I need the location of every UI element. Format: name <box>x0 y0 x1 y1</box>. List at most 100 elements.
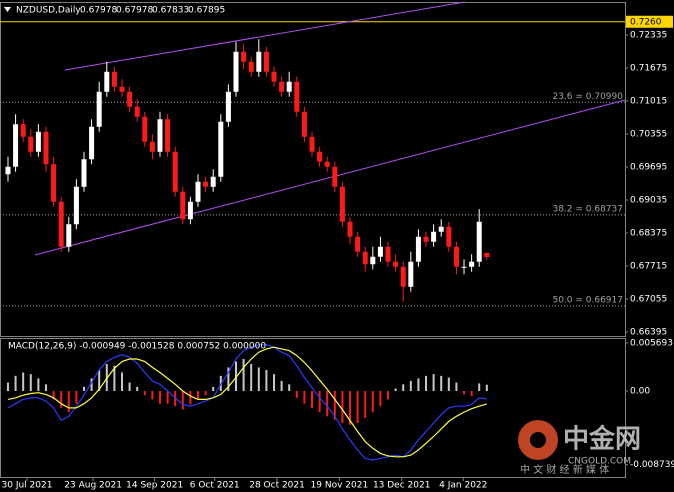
macd-panel: 0.005693 0.00 -0.008739 <box>6 339 674 470</box>
header-value: 0.67833 <box>152 6 189 16</box>
macd-histogram-bar <box>181 391 184 410</box>
candle-body <box>66 224 72 247</box>
candle-body <box>400 266 406 287</box>
macd-histogram-bar <box>22 372 25 392</box>
candle-body <box>210 176 216 187</box>
y-tick-label: 0.67715 <box>630 262 667 272</box>
macd-histogram-bar <box>82 386 85 392</box>
y-tick-label: 0.67055 <box>630 295 667 305</box>
macd-histogram-bar <box>44 384 47 392</box>
watermark-tagline: 中 文 财 经 新 媒 体 <box>520 463 609 476</box>
candle-body <box>271 71 277 82</box>
macd-histogram-bar <box>387 391 390 400</box>
trendline <box>64 1 465 71</box>
macd-histogram-bar <box>250 364 253 392</box>
fib-label: 38.2 = 0.68737 <box>552 204 623 214</box>
x-tick-label: 28 Oct 2021 <box>249 481 305 491</box>
candle-body <box>393 261 399 267</box>
watermark-logo-hole <box>530 432 546 448</box>
macd-histogram-bar <box>189 391 192 405</box>
macd-histogram-bar <box>166 391 169 404</box>
y-tick-label: 0.71015 <box>630 97 667 107</box>
macd-histogram-bar <box>409 380 412 392</box>
candle-body <box>469 261 475 267</box>
candle-body <box>446 226 452 247</box>
candle-body <box>484 252 490 257</box>
macd-histogram-bar <box>485 384 488 392</box>
macd-histogram-bar <box>98 369 101 392</box>
candle-body <box>263 51 269 72</box>
macd-histogram-bar <box>37 378 40 392</box>
candle-body <box>149 141 155 152</box>
y-tick-label: 0.66395 <box>630 328 667 338</box>
candle-body <box>73 186 79 225</box>
symbol-header: NZDUSD,Daily <box>16 6 81 16</box>
header-value: 0.67895 <box>188 6 225 16</box>
candle-body <box>28 136 34 152</box>
candle-body <box>248 61 254 72</box>
candle-body <box>431 231 437 242</box>
fib-label: 50.0 = 0.66917 <box>552 295 623 305</box>
macd-histogram-bar <box>318 391 321 413</box>
macd-histogram-bar <box>341 391 344 424</box>
macd-histogram-bar <box>447 377 450 392</box>
candle-body <box>301 111 307 137</box>
macd-histogram-bar <box>333 391 336 420</box>
candle-body <box>165 119 171 152</box>
macd-histogram-bar <box>227 367 230 392</box>
candle-body <box>142 116 148 142</box>
candle-body <box>43 131 49 165</box>
candle-body <box>453 246 459 267</box>
y-tick-label: 0.00 <box>630 387 650 397</box>
watermark-site: CNGOLD.COM <box>568 457 631 467</box>
macd-histogram-bar <box>440 375 443 392</box>
macd-histogram-bar <box>234 361 237 392</box>
candle-body <box>51 164 57 202</box>
x-tick-label: 14 Sep 2021 <box>126 481 183 491</box>
macd-histogram-bar <box>60 391 63 408</box>
macd-histogram-bar <box>394 388 397 392</box>
candle-body <box>332 166 338 187</box>
macd-histogram-bar <box>212 386 215 392</box>
candle-body <box>423 236 429 242</box>
x-tick-label: 30 Jul 2021 <box>2 481 53 491</box>
macd-histogram-bar <box>326 391 329 417</box>
header-value: 0.67978 <box>80 6 117 16</box>
candle-body <box>195 181 201 202</box>
macd-histogram-bar <box>280 380 283 392</box>
main-frame <box>0 2 626 337</box>
candle-body <box>5 166 11 175</box>
watermark-title: 中金网 <box>563 424 641 455</box>
candle-body <box>157 119 163 152</box>
candle-body <box>317 151 323 162</box>
candle-body <box>89 126 95 160</box>
candle-body <box>203 181 209 187</box>
y-tick-label: 0.005693 <box>630 339 673 349</box>
macd-histogram-bar <box>470 391 473 397</box>
candle-body <box>438 226 444 232</box>
macd-histogram-bar <box>143 391 146 396</box>
x-tick-label: 6 Oct 2021 <box>190 481 240 491</box>
candle-body <box>218 121 224 177</box>
candle-body <box>134 106 140 117</box>
macd-histogram-bar <box>311 391 314 408</box>
macd-histogram-bar <box>432 374 435 392</box>
candle-body <box>385 246 391 262</box>
macd-histogram-bar <box>128 382 131 392</box>
trendline <box>34 99 626 256</box>
macd-histogram-bar <box>174 391 177 407</box>
macd-histogram-bar <box>265 369 268 392</box>
macd-histogram-bar <box>158 391 161 404</box>
macd-histogram-bar <box>29 374 32 392</box>
y-tick-label: 0.69035 <box>630 196 667 206</box>
macd-histogram-bar <box>52 391 55 400</box>
header-arrow <box>4 7 11 12</box>
macd-histogram-bar <box>379 391 382 407</box>
candle-body <box>225 91 231 122</box>
macd-histogram-bar <box>356 391 359 424</box>
x-tick-label: 19 Nov 2021 <box>311 481 369 491</box>
candle-body <box>279 81 285 92</box>
candle-body <box>111 71 117 87</box>
candle-body <box>415 236 421 262</box>
